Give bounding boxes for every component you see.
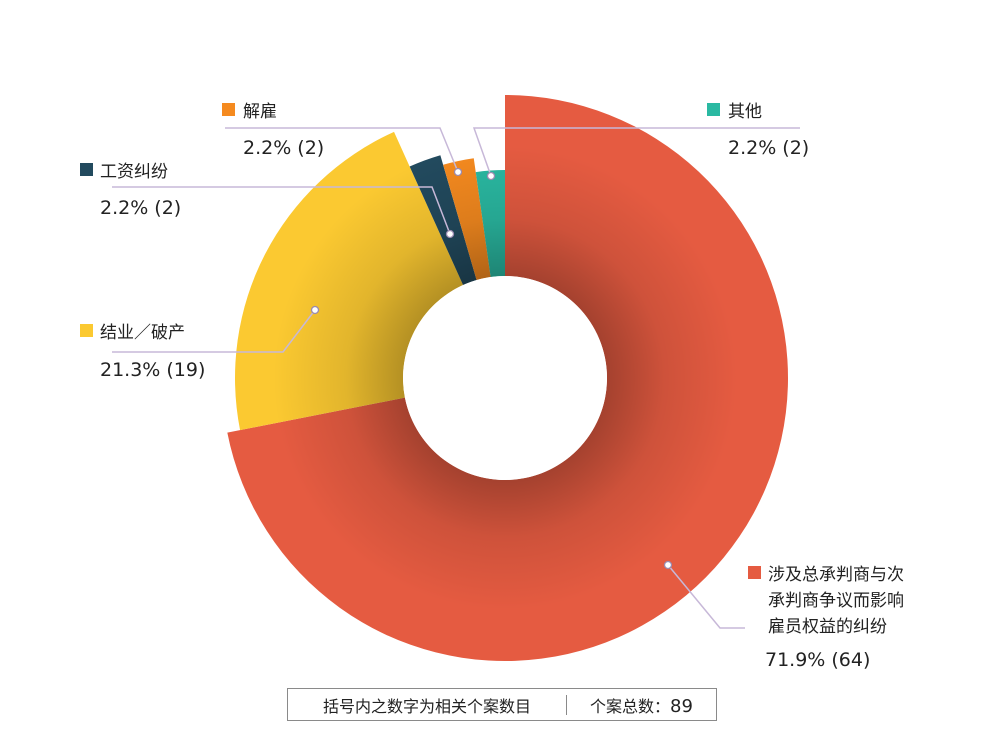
- footer-divider: [566, 694, 567, 715]
- legend-marker: [748, 566, 761, 579]
- leader-line: [112, 186, 451, 235]
- footer-note-box: 括号内之数字为相关个案数目 个案总数：89: [287, 688, 717, 721]
- footer-total: 个案总数：89: [567, 693, 716, 717]
- category-label: 承判商争议而影响: [768, 591, 904, 611]
- footer-note: 括号内之数字为相关个案数目: [322, 696, 531, 716]
- data-label: 2.2% (2): [100, 197, 181, 219]
- slice-dismissal-shading: [443, 158, 491, 281]
- data-label: 2.2% (2): [243, 137, 324, 159]
- leader-line: [225, 127, 459, 173]
- leader-anchor-dot: [453, 167, 463, 177]
- slice-closure-bankruptcy-shading: [235, 131, 464, 431]
- slice-others-shading: [475, 170, 505, 278]
- total-value: 89: [670, 695, 693, 717]
- category-label: 工资纠纷: [100, 162, 168, 182]
- leader-anchor-dot: [445, 229, 455, 239]
- leader-line: [667, 564, 745, 629]
- category-label: 雇员权益的纠纷: [768, 617, 887, 637]
- data-label: 21.3% (19): [100, 359, 205, 381]
- total-label: 个案总数：: [590, 696, 671, 716]
- slice-dispute-contractors-shading: [227, 95, 789, 661]
- leader-anchor-dot: [663, 560, 673, 570]
- category-label: 其他: [728, 102, 762, 122]
- leader-anchor-dot: [486, 171, 496, 181]
- data-label: 71.9% (64): [765, 649, 870, 671]
- legend-marker: [707, 103, 720, 116]
- donut-hole: [403, 276, 607, 480]
- legend-marker: [80, 163, 93, 176]
- legend-marker: [222, 103, 235, 116]
- legend-marker: [80, 324, 93, 337]
- leader-line: [112, 309, 316, 353]
- category-label: 涉及总承判商与次: [768, 565, 904, 585]
- leader-anchor-dot: [310, 305, 320, 315]
- leader-line: [472, 127, 800, 177]
- data-label: 2.2% (2): [728, 137, 809, 159]
- category-label: 解雇: [243, 102, 277, 122]
- category-label: 结业／破产: [100, 323, 185, 343]
